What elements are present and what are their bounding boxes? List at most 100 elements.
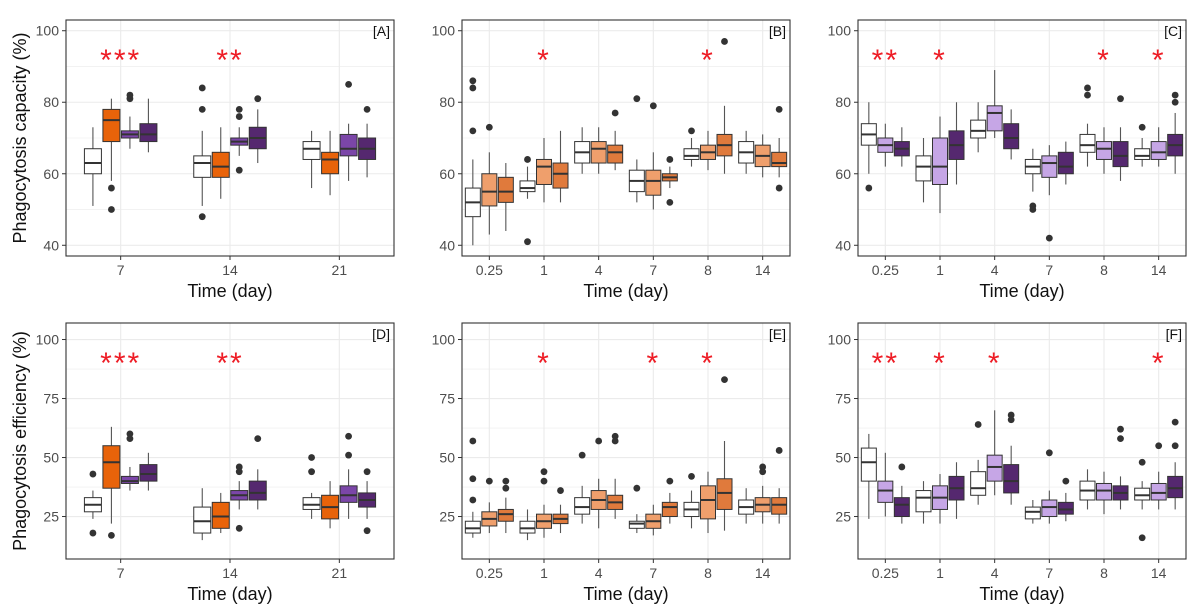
box (193, 506, 212, 534)
outlier-point (485, 477, 493, 485)
outlier-point (108, 532, 115, 539)
box (700, 485, 716, 520)
box (139, 464, 158, 482)
outlier-point (557, 487, 564, 494)
x-tick-label: 8 (704, 262, 712, 278)
significance-stars: ** (216, 347, 243, 380)
box (661, 501, 678, 518)
panel-background (462, 323, 790, 559)
outlier-point (235, 166, 243, 174)
outlier-point (469, 475, 477, 483)
x-tick-label: 7 (117, 262, 125, 278)
outlier-point (759, 463, 767, 471)
outlier-point (540, 477, 548, 485)
panel-label: [D] (372, 326, 390, 342)
box (497, 508, 514, 522)
box (645, 169, 662, 196)
y-tick-label: 100 (432, 332, 456, 348)
outlier-point (611, 437, 619, 445)
box (83, 148, 102, 175)
panel-label: [E] (769, 326, 786, 342)
x-tick-label: 8 (704, 565, 712, 581)
y-tick-label: 100 (36, 332, 60, 348)
panel-frame (857, 322, 1187, 560)
outlier-point (469, 84, 477, 92)
outlier-point (595, 437, 603, 445)
box (860, 447, 877, 482)
y-tick-label: 40 (835, 237, 851, 253)
outlier-point (235, 105, 243, 113)
outlier-point (1007, 416, 1015, 424)
outlier-point (1117, 435, 1124, 443)
box (1150, 482, 1167, 501)
x-tick-label: 8 (1100, 565, 1108, 581)
outlier-point (502, 477, 510, 485)
box (1079, 133, 1096, 153)
outlier-point (1007, 411, 1015, 419)
outlier-point (1138, 534, 1146, 542)
y-tick-label: 60 (43, 166, 59, 182)
y-tick-label: 40 (43, 237, 59, 253)
outlier-point (1045, 449, 1053, 457)
box (1167, 475, 1184, 499)
outlier-point (345, 80, 352, 88)
outlier-point (540, 468, 548, 476)
outlier-point (308, 468, 315, 476)
box (1057, 501, 1074, 515)
x-tick-label: 1 (540, 565, 548, 581)
x-tick-label: 14 (755, 565, 771, 581)
outlier-point (1171, 98, 1179, 106)
outlier-point (688, 473, 695, 480)
box (1003, 464, 1020, 494)
significance-stars: * (537, 44, 551, 77)
panel-frame (461, 19, 791, 257)
significance-stars: * (646, 347, 660, 380)
outlier-point (89, 470, 97, 478)
outlier-point (1117, 425, 1124, 433)
x-tick-label: 4 (595, 565, 603, 581)
significance-stars: ** (216, 44, 243, 77)
panel-label: [F] (1166, 326, 1182, 342)
y-tick-label: 25 (835, 509, 851, 525)
outlier-point (524, 156, 531, 163)
panel-frame (461, 322, 791, 560)
y-tick-label: 25 (43, 509, 59, 525)
box (120, 475, 139, 484)
outlier-point (611, 432, 619, 440)
box (321, 151, 340, 175)
x-tick-label: 14 (1151, 262, 1167, 278)
y-axis-title: Phagocytosis efficiency (%) (10, 331, 30, 551)
outlier-point (1138, 458, 1146, 466)
x-tick-label: 7 (1045, 565, 1053, 581)
box (877, 480, 894, 503)
significance-stars: * (988, 347, 1002, 380)
outlier-point (775, 447, 783, 454)
significance-stars: * (933, 44, 947, 77)
outlier-point (578, 451, 586, 459)
outlier-point (126, 430, 134, 438)
box (1024, 506, 1041, 520)
outlier-point (1045, 234, 1053, 242)
box (915, 155, 932, 182)
outlier-point (1171, 418, 1179, 426)
outlier-point (1171, 442, 1179, 450)
outlier-point (254, 435, 262, 443)
y-tick-label: 50 (439, 450, 455, 466)
outlier-point (89, 529, 97, 537)
box (932, 137, 948, 185)
y-tick-label: 50 (43, 450, 59, 466)
box (590, 141, 607, 164)
box (683, 148, 700, 160)
box (771, 151, 788, 168)
box (893, 497, 910, 518)
outlier-point (611, 109, 619, 117)
outlier-point (1117, 95, 1124, 103)
box (102, 445, 121, 489)
x-tick-label: 7 (649, 565, 657, 581)
y-axis-title: Phagocytosis capacity (%) (10, 32, 30, 243)
